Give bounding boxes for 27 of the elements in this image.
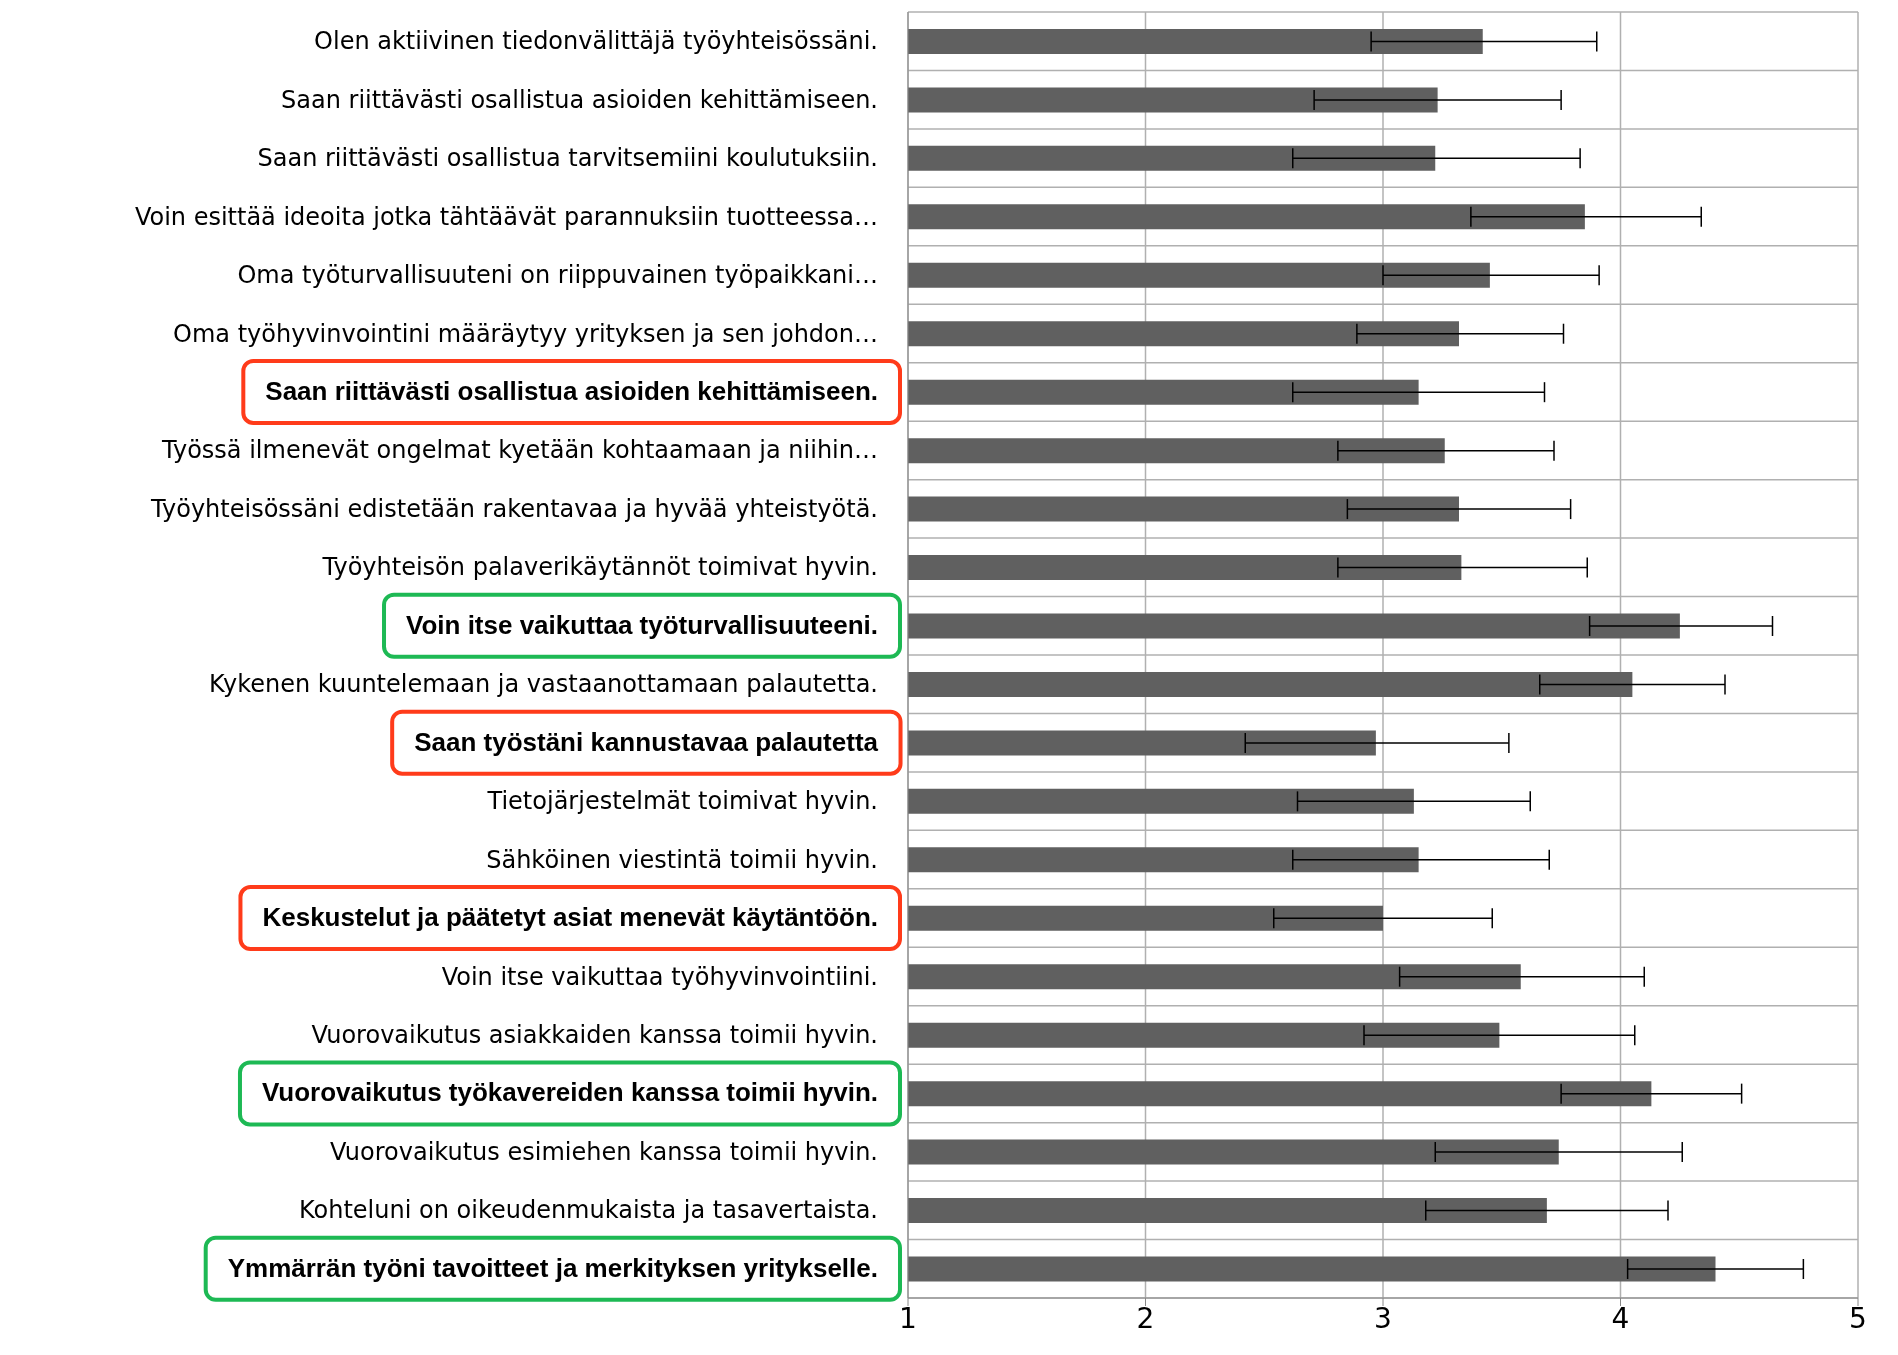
y-tick-label: Voin itse vaikuttaa työturvallisuuteeni. — [406, 609, 878, 640]
y-tick-label: Voin esittää ideoita jotka tähtäävät parannuksiin tuotteessa… — [134, 202, 878, 231]
y-tick-label: Saan riittävästi osallistua asioiden kehittämiseen. — [281, 85, 878, 114]
y-tick-label: Vuorovaikutus esimiehen kanssa toimii hyvin. — [330, 1137, 878, 1166]
y-tick-label: Työssä ilmenevät ongelmat kyetään kohtaamaan ja niihin… — [161, 436, 878, 465]
y-tick-label: Ymmärrän työni tavoitteet ja merkityksen yritykselle. — [227, 1252, 878, 1283]
y-tick-label: Saan työstäni kannustavaa palautetta — [414, 726, 879, 757]
y-tick-label: Keskustelut ja päätetyt asiat menevät käytäntöön. — [262, 902, 878, 933]
y-tick-label: Oma työturvallisuuteni on riippuvainen työpaikkani… — [237, 261, 878, 290]
y-tick-label: Saan riittävästi osallistua tarvitsemiini koulutuksiin. — [257, 144, 878, 173]
y-tick-label: Kykenen kuuntelemaan ja vastaanottamaan palautetta. — [208, 670, 878, 699]
x-tick-label: 3 — [1374, 1301, 1392, 1335]
x-tick-label: 4 — [1611, 1301, 1630, 1335]
y-tick-label: Työyhteisössäni edistetään rakentavaa ja hyvää yhteistyötä. — [150, 494, 878, 523]
y-tick-label: Voin itse vaikuttaa työhyvinvointiini. — [441, 962, 878, 991]
x-tick-label: 1 — [899, 1301, 917, 1335]
y-tick-label: Oma työhyvinvointini määräytyy yrityksen ja sen johdon… — [173, 319, 878, 348]
y-tick-label: Tietojärjestelmät toimivat hyvin. — [486, 787, 878, 816]
y-tick-label: Työyhteisön palaverikäytännöt toimivat hyvin. — [321, 553, 878, 582]
x-tick-label: 5 — [1849, 1301, 1867, 1335]
y-tick-label: Saan riittävästi osallistua asioiden kehittämiseen. — [265, 375, 878, 406]
y-tick-label: Sähköinen viestintä toimii hyvin. — [486, 845, 878, 874]
y-tick-label: Vuorovaikutus asiakkaiden kanssa toimii hyvin. — [311, 1020, 878, 1049]
y-tick-label: Kohteluni on oikeudenmukaista ja tasavertaista. — [299, 1196, 878, 1225]
y-tick-label: Olen aktiivinen tiedonvälittäjä työyhteisössäni. — [314, 27, 878, 56]
x-tick-label: 2 — [1136, 1301, 1155, 1335]
y-tick-label: Vuorovaikutus työkavereiden kanssa toimii hyvin. — [261, 1077, 878, 1108]
